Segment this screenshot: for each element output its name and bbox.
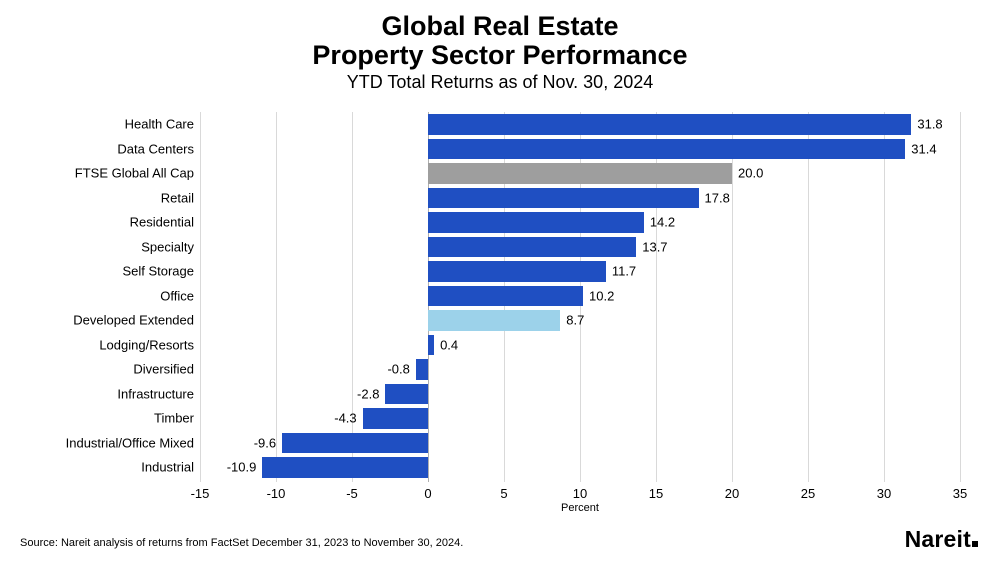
category-label: Residential (130, 215, 194, 230)
bar-row: FTSE Global All Cap20.0 (200, 161, 960, 186)
chart-container: Global Real Estate Property Sector Perfo… (0, 0, 1000, 563)
source-text: Source: Nareit analysis of returns from … (20, 537, 463, 549)
logo-text: Nareit (905, 526, 971, 552)
x-tick-label: -10 (267, 486, 286, 501)
category-label: Diversified (133, 362, 194, 377)
value-label: -4.3 (334, 411, 356, 426)
value-label: -0.8 (387, 362, 409, 377)
bar (428, 335, 434, 356)
bar-row: Industrial-10.9 (200, 455, 960, 480)
x-tick-label: 25 (801, 486, 815, 501)
bar (363, 408, 428, 429)
category-label: Industrial/Office Mixed (66, 435, 194, 450)
bar (428, 237, 636, 258)
category-label: Timber (154, 411, 194, 426)
nareit-logo: Nareit (905, 526, 978, 553)
value-label: -2.8 (357, 386, 379, 401)
bar (428, 139, 905, 160)
category-label: Health Care (125, 117, 194, 132)
x-tick-label: 0 (424, 486, 431, 501)
bar (428, 188, 699, 209)
bar (428, 212, 644, 233)
chart-subtitle: YTD Total Returns as of Nov. 30, 2024 (0, 72, 1000, 93)
category-label: Self Storage (122, 264, 194, 279)
value-label: 31.8 (917, 117, 942, 132)
plot-area: -15-10-505101520253035PercentHealth Care… (200, 112, 960, 482)
x-tick-label: -5 (346, 486, 358, 501)
bar-row: Lodging/Resorts0.4 (200, 333, 960, 358)
bar-row: Timber-4.3 (200, 406, 960, 431)
bar-row: Industrial/Office Mixed-9.6 (200, 431, 960, 456)
bar (262, 457, 428, 478)
x-tick-label: 5 (500, 486, 507, 501)
bar-row: Residential14.2 (200, 210, 960, 235)
bar (282, 433, 428, 454)
bar-row: Specialty13.7 (200, 235, 960, 260)
category-label: Developed Extended (73, 313, 194, 328)
value-label: -10.9 (227, 460, 257, 475)
value-label: -9.6 (254, 435, 276, 450)
bar-row: Infrastructure-2.8 (200, 382, 960, 407)
value-label: 13.7 (642, 239, 667, 254)
bar (416, 359, 428, 380)
value-label: 31.4 (911, 141, 936, 156)
value-label: 20.0 (738, 166, 763, 181)
bar-row: Retail17.8 (200, 186, 960, 211)
bar-row: Health Care31.8 (200, 112, 960, 137)
x-tick-label: 10 (573, 486, 587, 501)
category-label: Retail (161, 190, 194, 205)
category-label: Specialty (141, 239, 194, 254)
x-tick-label: -15 (191, 486, 210, 501)
x-tick-label: 20 (725, 486, 739, 501)
category-label: Data Centers (117, 141, 194, 156)
logo-dot (972, 541, 978, 547)
x-axis-title: Percent (561, 502, 599, 514)
category-label: FTSE Global All Cap (75, 166, 194, 181)
category-label: Infrastructure (117, 386, 194, 401)
bar-row: Data Centers31.4 (200, 137, 960, 162)
gridline (960, 112, 961, 482)
bar-row: Developed Extended8.7 (200, 308, 960, 333)
bar-row: Diversified-0.8 (200, 357, 960, 382)
value-label: 8.7 (566, 313, 584, 328)
bar (385, 384, 428, 405)
category-label: Office (160, 288, 194, 303)
bar (428, 114, 911, 135)
bar (428, 286, 583, 307)
category-label: Industrial (141, 460, 194, 475)
bar-row: Office10.2 (200, 284, 960, 309)
x-tick-label: 35 (953, 486, 967, 501)
value-label: 0.4 (440, 337, 458, 352)
bar (428, 261, 606, 282)
value-label: 14.2 (650, 215, 675, 230)
bar (428, 163, 732, 184)
x-tick-label: 15 (649, 486, 663, 501)
chart-title: Global Real Estate Property Sector Perfo… (0, 0, 1000, 70)
value-label: 11.7 (612, 264, 636, 279)
bar-row: Self Storage11.7 (200, 259, 960, 284)
bar (428, 310, 560, 331)
x-tick-label: 30 (877, 486, 891, 501)
value-label: 10.2 (589, 288, 614, 303)
category-label: Lodging/Resorts (99, 337, 194, 352)
value-label: 17.8 (705, 190, 730, 205)
